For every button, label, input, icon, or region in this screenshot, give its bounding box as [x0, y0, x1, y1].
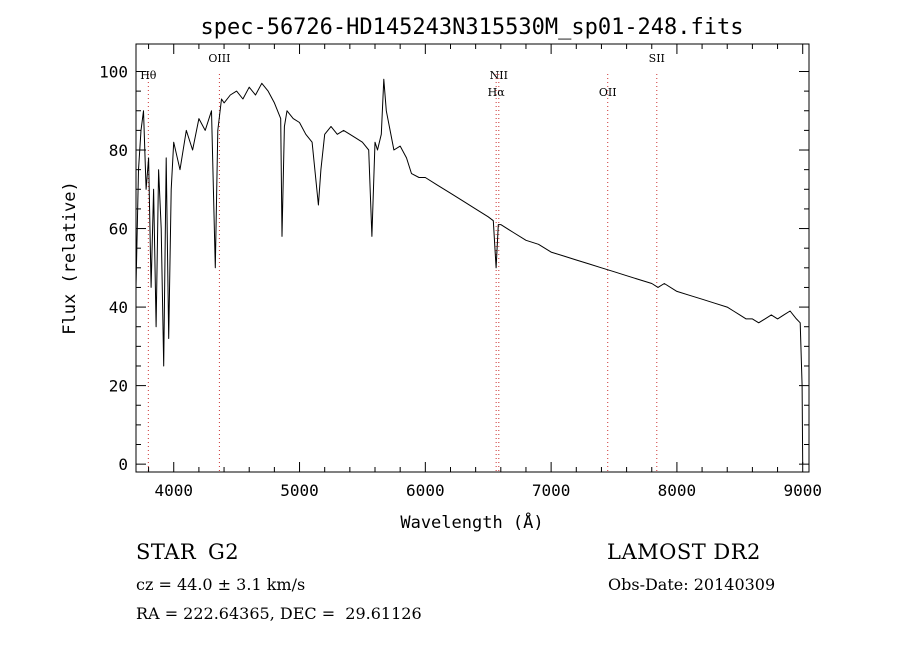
spectrum-series: [135, 78, 804, 465]
y-tick-label: 80: [109, 141, 128, 160]
spectral-line-label: OIII: [208, 52, 230, 65]
y-axis: 0 20 40 60 80 100: [99, 62, 809, 474]
obs-date: Obs-Date: 20140309: [608, 575, 776, 594]
x-tick-label: 6000: [406, 481, 445, 500]
spectral-line-markers: Hθ OIII NII Hα OII SII: [140, 52, 665, 472]
x-tick-label: 8000: [658, 481, 697, 500]
spectral-line-label: Hθ: [140, 69, 157, 82]
x-tick-label: 4000: [154, 481, 193, 500]
chart-title: spec-56726-HD145243N315530M_sp01-248.fit…: [200, 15, 743, 40]
spectral-line-label: Hα: [488, 86, 506, 99]
x-tick-label: 7000: [532, 481, 571, 500]
redshift-line: cz = 44.0 ± 3.1 km/s: [136, 575, 306, 594]
y-tick-label: 60: [109, 220, 128, 239]
y-tick-label: 0: [118, 455, 128, 474]
coordinates: RA = 222.64365, DEC = 29.61126: [136, 604, 422, 623]
spectral-line-label: OII: [599, 86, 617, 99]
x-axis-label: Wavelength (Å): [400, 511, 543, 533]
y-tick-label: 100: [99, 62, 128, 81]
y-axis-label: Flux (relative): [60, 181, 80, 335]
spectral-line-label: NII: [490, 69, 508, 82]
x-tick-label: 9000: [783, 481, 822, 500]
y-tick-label: 20: [109, 377, 128, 396]
spectral-line-label: SII: [649, 52, 665, 65]
plot-frame: [135, 43, 810, 473]
y-tick-label: 40: [109, 298, 128, 317]
spectrum-line: [135, 78, 804, 465]
data-release: LAMOST DR2: [607, 540, 761, 564]
object-class: STAR: [136, 540, 197, 564]
x-axis: 4000 5000 6000 7000 8000 9000: [148, 44, 822, 500]
x-tick-label: 5000: [280, 481, 319, 500]
subclass: G2: [208, 540, 240, 564]
